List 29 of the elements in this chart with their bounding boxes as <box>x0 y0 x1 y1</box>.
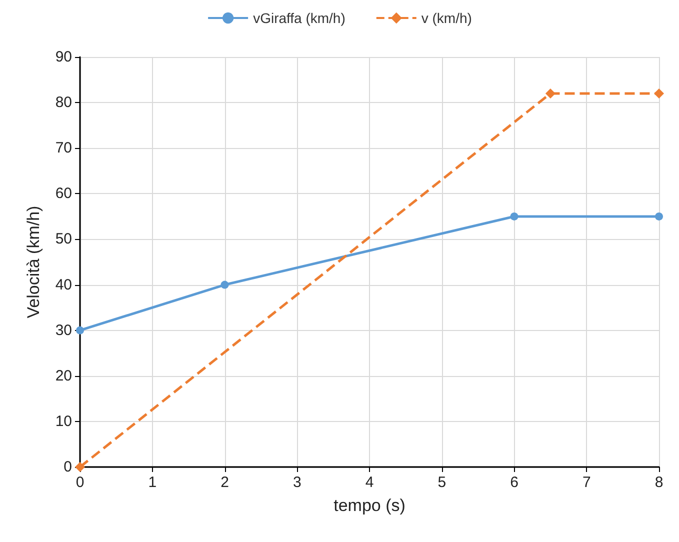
x-tick-label: 6 <box>510 474 518 491</box>
point <box>655 212 663 220</box>
x-tick-label: 8 <box>654 474 664 491</box>
point <box>220 280 229 289</box>
point <box>76 326 84 334</box>
x-tick-label: 4 <box>365 474 374 491</box>
y-tick-label: 60 <box>55 185 72 202</box>
x-tick-label: 1 <box>148 474 157 491</box>
y-tick-label: 20 <box>55 367 72 384</box>
x-axis-title: tempo (s) <box>334 496 406 515</box>
y-tick-label: 0 <box>64 458 72 476</box>
y-tick-label: 10 <box>55 412 72 430</box>
y-axis-title: Velocità (km/h) <box>24 206 43 318</box>
point <box>510 212 518 220</box>
y-tick-label: 30 <box>55 322 72 339</box>
legend-label: v (km/h) <box>421 10 472 26</box>
x-tick-label: 2 <box>220 474 229 491</box>
y-tick-label: 40 <box>55 276 72 294</box>
x-tick-label: 7 <box>582 474 591 491</box>
legend-label: vGiraffa (km/h) <box>253 10 346 26</box>
y-tick-label: 50 <box>55 230 72 248</box>
x-tick-label: 0 <box>76 474 84 491</box>
y-tick-label: 80 <box>55 94 72 112</box>
point <box>654 88 664 98</box>
y-tick-label: 70 <box>55 140 72 157</box>
x-tick-label: 3 <box>292 474 302 491</box>
x-tick-label: 5 <box>438 474 446 491</box>
y-tick-label: 90 <box>55 48 72 66</box>
point <box>545 88 556 98</box>
